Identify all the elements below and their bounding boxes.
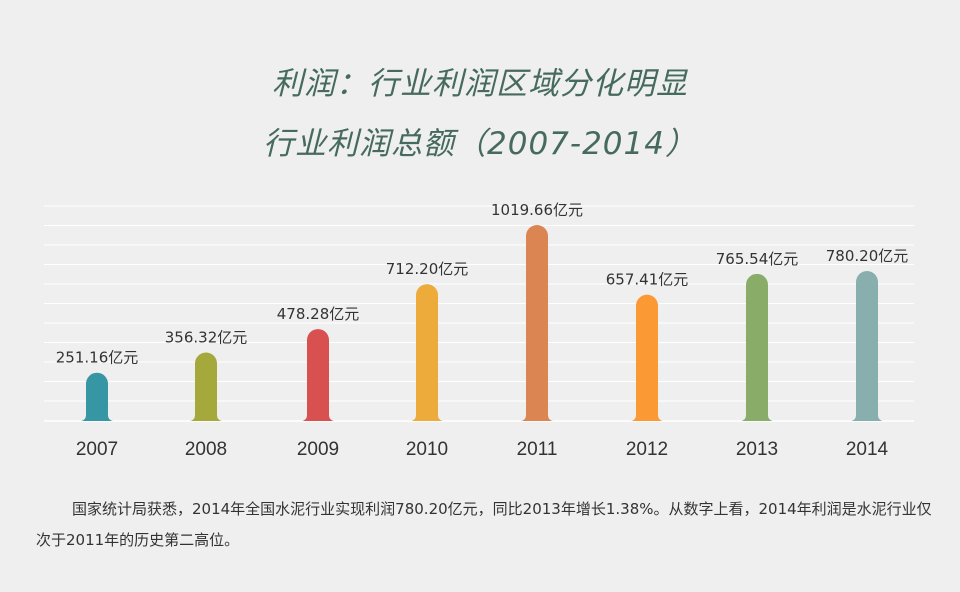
data-label-2009: 478.28亿元: [277, 305, 360, 323]
bar-foot-2008: [190, 415, 222, 421]
bar-foot-2010: [411, 415, 443, 421]
x-tick-label-2010: 2010: [406, 439, 448, 460]
data-label-2013: 765.54亿元: [716, 250, 799, 268]
x-tick-label-2013: 2013: [736, 439, 778, 460]
bar-2012: [636, 294, 658, 421]
x-tick-label-2007: 2007: [76, 439, 118, 460]
data-label-2012: 657.41亿元: [606, 271, 689, 289]
x-tick-label-2011: 2011: [517, 439, 558, 460]
bar-2009: [307, 329, 329, 421]
bar-foot-2007: [81, 415, 113, 421]
data-label-2014: 780.20亿元: [826, 247, 909, 265]
bar-foot-2011: [521, 415, 553, 421]
x-tick-label-2008: 2008: [185, 439, 227, 460]
data-label-2007: 251.16亿元: [56, 349, 139, 367]
x-tick-label-2012: 2012: [626, 439, 668, 460]
bar-foot-2009: [302, 415, 334, 421]
bar-foot-2013: [741, 415, 773, 421]
data-label-2011: 1019.66亿元: [491, 201, 583, 219]
bar-chart: 251.16亿元 2007 356.32亿元 2008 478.28亿元 2009 712.…: [44, 201, 914, 460]
chart-title: 行业利润总额（2007-2014）: [263, 126, 697, 162]
chart-caption: 国家统计局获悉，2014年全国水泥行业实现利润780.20亿元，同比2013年增…: [36, 500, 932, 549]
bar-foot-2014: [851, 415, 883, 421]
bar-2007: [86, 372, 108, 421]
bar-2010: [416, 284, 438, 421]
data-label-2008: 356.32亿元: [165, 329, 248, 347]
x-tick-label-2014: 2014: [846, 439, 889, 460]
bar-foot-2012: [631, 415, 663, 421]
bar-2008: [195, 352, 217, 421]
bar-2013: [746, 273, 768, 421]
x-tick-label-2009: 2009: [297, 439, 339, 460]
bar-2014: [856, 271, 878, 421]
data-label-2010: 712.20亿元: [386, 260, 469, 278]
bar-2011: [526, 225, 548, 421]
page-title: 利润：行业利润区域分化明显: [272, 66, 688, 102]
